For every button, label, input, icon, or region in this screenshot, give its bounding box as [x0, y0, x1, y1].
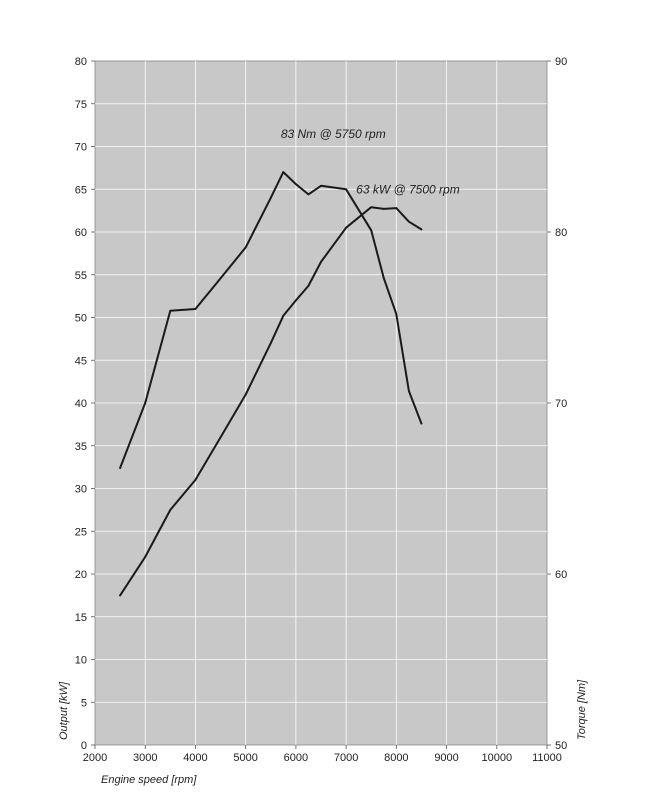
torque-point — [194, 308, 197, 310]
x-tick-label: 10000 — [481, 752, 512, 764]
output-point — [307, 285, 310, 287]
y-left-tick-label: 70 — [75, 142, 87, 154]
y-right-tick-label: 60 — [555, 569, 567, 581]
torque-point — [269, 197, 272, 199]
torque-point — [219, 277, 222, 279]
torque-point — [144, 402, 147, 404]
tick-labels: 2000 3000 4000 5000 6000 7000 8000 9000 10000 110… — [75, 56, 568, 764]
y-left-tick-label: 50 — [75, 313, 87, 325]
output-point — [244, 393, 247, 396]
output-point — [144, 556, 147, 558]
output-point — [282, 314, 285, 317]
output-point — [169, 509, 172, 511]
torque-point — [408, 390, 410, 392]
torque-point — [382, 277, 385, 279]
torque-point — [395, 313, 398, 315]
x-axis-title: Engine speed [rpm] — [101, 774, 197, 786]
power-peak-annotation: 63 kW @ 7500 rpm — [356, 183, 460, 197]
y-left-tick-label: 45 — [75, 355, 87, 367]
y-right-tick-label: 80 — [555, 227, 567, 239]
torque-point — [320, 185, 322, 187]
output-point — [370, 206, 373, 209]
y-left-tick-label: 5 — [81, 697, 87, 709]
torque-point — [282, 171, 285, 173]
torque-point — [169, 309, 172, 312]
torque-point — [244, 246, 247, 249]
output-point — [194, 479, 197, 481]
output-point — [119, 594, 121, 597]
x-tick-label: 11000 — [532, 752, 562, 764]
y-left-tick-label: 75 — [75, 99, 87, 111]
y-left-tick-label: 55 — [75, 270, 87, 282]
x-tick-label: 2000 — [83, 752, 107, 764]
y-left-tick-label: 40 — [75, 398, 87, 410]
torque-point — [345, 188, 347, 191]
output-point — [345, 226, 347, 229]
torque-point — [420, 422, 423, 425]
y-left-tick-label: 35 — [75, 441, 87, 453]
torque-point — [307, 193, 310, 196]
torque-point — [119, 467, 121, 469]
x-tick-label: 9000 — [434, 752, 458, 764]
torque-peak-annotation: 83 Nm @ 5750 rpm — [281, 127, 386, 141]
output-point — [420, 228, 423, 231]
y-left-tick-label: 65 — [75, 184, 87, 196]
y-axis-left-title: Output [kW] — [58, 681, 70, 740]
torque-point — [295, 183, 297, 185]
y-axis-right-title: Torque [Nm] — [576, 679, 588, 740]
y-left-tick-label: 10 — [75, 655, 87, 667]
y-right-tick-label: 90 — [555, 56, 567, 68]
y-right-tick-label: 50 — [555, 740, 567, 752]
output-point — [295, 299, 297, 302]
x-tick-label: 4000 — [183, 752, 207, 764]
x-tick-label: 6000 — [284, 752, 308, 764]
grid-lines — [91, 60, 551, 749]
output-point — [395, 207, 398, 209]
x-tick-label: 3000 — [133, 752, 157, 764]
y-left-tick-label: 30 — [75, 484, 87, 496]
output-point — [320, 261, 322, 263]
output-point — [382, 208, 385, 210]
x-tick-label: 7000 — [334, 752, 358, 764]
series-lines — [119, 171, 423, 597]
output-point — [269, 342, 272, 344]
y-left-tick-label: 0 — [81, 740, 87, 752]
torque-point — [370, 229, 373, 232]
y-left-tick-label: 25 — [75, 526, 87, 538]
output-point — [408, 220, 410, 223]
y-right-tick-label: 70 — [555, 398, 567, 410]
x-tick-label: 5000 — [233, 752, 257, 764]
x-tick-label: 8000 — [384, 752, 408, 764]
y-left-tick-label: 15 — [75, 612, 87, 624]
output-point — [219, 436, 222, 439]
y-left-tick-label: 20 — [75, 569, 87, 581]
y-left-tick-label: 80 — [75, 56, 87, 68]
y-left-tick-label: 60 — [75, 227, 87, 239]
